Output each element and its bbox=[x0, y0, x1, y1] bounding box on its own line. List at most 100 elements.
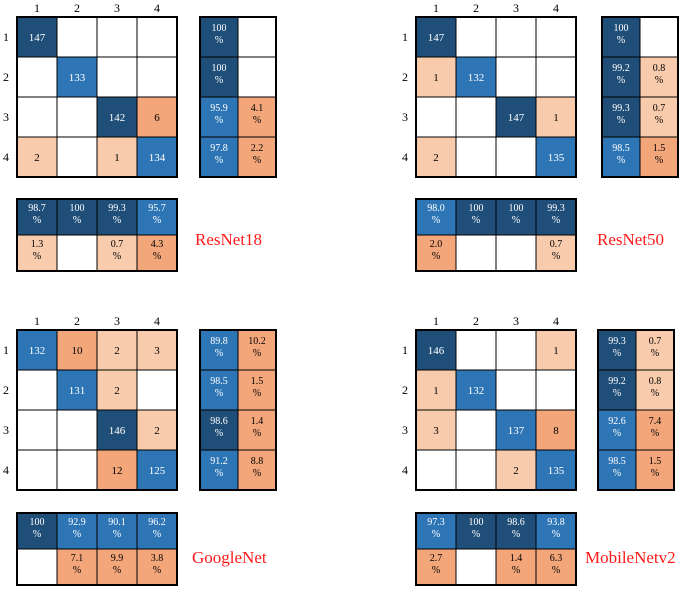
matrix-cell-value: 2 bbox=[114, 385, 120, 397]
matrix-cell bbox=[455, 449, 497, 491]
matrix-cell bbox=[495, 56, 537, 98]
column-class-label: 3 bbox=[513, 314, 519, 328]
matrix-cell bbox=[16, 56, 58, 98]
column-summary-cell bbox=[495, 548, 537, 586]
model-title: GoogleNet bbox=[192, 548, 267, 567]
column-class-label: 4 bbox=[154, 314, 160, 328]
matrix-cell-value: 146 bbox=[109, 425, 126, 437]
column-summary-value: 0.7% bbox=[550, 239, 563, 262]
column-summary-value: 7.1% bbox=[71, 553, 84, 576]
row-summary-frame bbox=[601, 16, 679, 178]
row-summary-value: 95.9% bbox=[210, 103, 228, 126]
row-class-label: 3 bbox=[402, 423, 408, 437]
row-summary-value: 89.8% bbox=[210, 336, 228, 359]
column-summary-value: 0.7% bbox=[111, 239, 124, 262]
matrix-cell-value: 133 bbox=[69, 72, 86, 84]
matrix-cell bbox=[415, 136, 457, 178]
matrix-cell bbox=[415, 56, 457, 98]
matrix-cell bbox=[535, 136, 577, 178]
column-summary-value: 2.0% bbox=[430, 239, 443, 262]
column-summary-frame bbox=[16, 512, 178, 586]
row-summary-value: 1.5% bbox=[649, 456, 662, 479]
matrix-cell-value: 125 bbox=[149, 465, 166, 477]
column-summary-value: 92.9% bbox=[68, 517, 86, 540]
confusion-matrix-resnet18: 1 1 2 2 3 3 4 4 147 133 142 6 2 1 134 100 % 100 % 95.9 % 4.1%… bbox=[3, 1, 277, 272]
matrix-cell bbox=[16, 369, 58, 411]
column-summary-cell bbox=[535, 512, 577, 550]
matrix-cell-value: 1 bbox=[553, 112, 559, 124]
row-summary-cell bbox=[597, 409, 637, 451]
matrix-cell-value: 2 bbox=[433, 152, 439, 164]
matrix-cell-value: 2 bbox=[513, 465, 519, 477]
matrix-cell bbox=[56, 136, 98, 178]
row-summary-value: 1.5% bbox=[251, 376, 264, 399]
row-summary-value: 92.6% bbox=[608, 416, 626, 439]
row-class-label: 1 bbox=[402, 30, 408, 44]
matrix-cell-value: 10 bbox=[72, 345, 84, 357]
row-summary-value: 8.8% bbox=[251, 456, 264, 479]
row-summary-value: 98.6% bbox=[210, 416, 228, 439]
column-summary-cell bbox=[415, 512, 457, 550]
column-summary-cell bbox=[136, 198, 178, 236]
matrix-cell bbox=[495, 369, 537, 411]
row-summary-cell bbox=[635, 409, 675, 451]
column-class-label: 1 bbox=[34, 314, 40, 328]
row-summary-value: 99.3% bbox=[612, 103, 630, 126]
matrix-cell bbox=[455, 16, 497, 58]
matrix-cell bbox=[16, 449, 58, 491]
row-summary-value: 100% bbox=[212, 63, 227, 86]
matrix-cell bbox=[136, 449, 178, 491]
column-summary-value: 98.0% bbox=[427, 203, 445, 226]
matrix-cell bbox=[455, 409, 497, 451]
matrix-cell bbox=[56, 329, 98, 371]
column-summary-value: 98.6% bbox=[507, 517, 525, 540]
column-summary-cell bbox=[455, 512, 497, 550]
column-summary-frame bbox=[415, 512, 577, 586]
matrix-cell bbox=[455, 136, 497, 178]
column-summary-value: 6.3% bbox=[550, 553, 563, 576]
column-summary-value: 1.4% bbox=[510, 553, 523, 576]
matrix-cell bbox=[16, 409, 58, 451]
matrix-cell-value: 137 bbox=[508, 425, 525, 437]
row-summary-frame bbox=[199, 16, 277, 178]
column-summary-value: 97.3% bbox=[427, 517, 445, 540]
row-summary-value: 99.2% bbox=[612, 63, 630, 86]
matrix-cell bbox=[56, 369, 98, 411]
row-class-label: 1 bbox=[3, 343, 9, 357]
column-summary-value: 99.3% bbox=[108, 203, 126, 226]
column-summary-cell bbox=[16, 198, 58, 236]
column-class-label: 3 bbox=[114, 314, 120, 328]
matrix-cell bbox=[56, 409, 98, 451]
matrix-cell-value: 147 bbox=[508, 112, 525, 124]
matrix-cell bbox=[56, 16, 98, 58]
matrix-cell bbox=[56, 56, 98, 98]
column-summary-cell bbox=[96, 512, 138, 550]
row-summary-value: 0.8% bbox=[649, 376, 662, 399]
row-summary-value: 7.4% bbox=[649, 416, 662, 439]
row-summary-value: 0.7% bbox=[649, 336, 662, 359]
column-class-label: 1 bbox=[433, 1, 439, 15]
matrix-cell bbox=[495, 96, 537, 138]
matrix-cell bbox=[415, 96, 457, 138]
column-summary-value: 100% bbox=[70, 203, 85, 226]
column-summary-cell bbox=[136, 512, 178, 550]
matrix-cell-value: 6 bbox=[154, 112, 160, 124]
matrix-frame bbox=[16, 16, 178, 178]
matrix-cell bbox=[535, 16, 577, 58]
row-summary-value: 98.5% bbox=[608, 456, 626, 479]
matrix-frame bbox=[16, 329, 178, 491]
column-class-label: 2 bbox=[74, 314, 80, 328]
column-class-label: 2 bbox=[473, 1, 479, 15]
column-summary-value: 96.2% bbox=[148, 517, 166, 540]
column-summary-cell bbox=[16, 234, 58, 272]
row-summary-cell bbox=[635, 329, 675, 371]
matrix-cell bbox=[535, 369, 577, 411]
matrix-cell-value: 3 bbox=[433, 425, 439, 437]
matrix-cell bbox=[535, 56, 577, 98]
row-summary-value: 98.5% bbox=[210, 376, 228, 399]
confusion-matrix-resnet50: 1 1 2 2 3 3 4 4 147 1 132 147 1 2 135 100 % 99.2 % 0.8 % 99.3… bbox=[402, 1, 679, 272]
row-summary-value: 97.8% bbox=[210, 143, 228, 166]
matrix-cell bbox=[495, 329, 537, 371]
row-class-label: 4 bbox=[402, 150, 408, 164]
